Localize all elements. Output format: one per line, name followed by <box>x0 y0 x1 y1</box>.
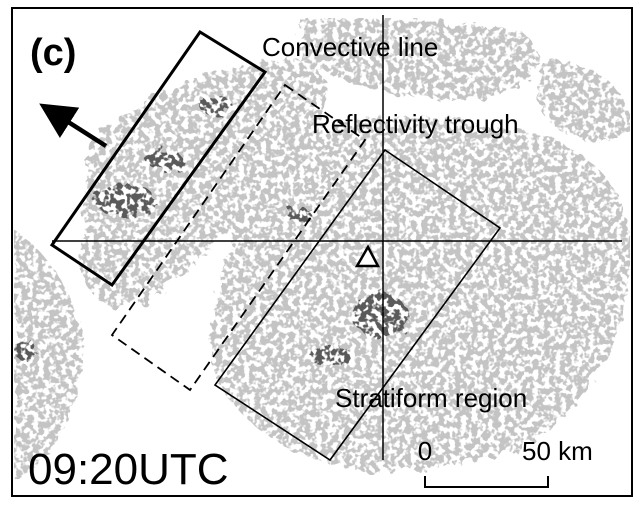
annotation: Convective line <box>262 32 438 62</box>
scale-start: 0 <box>418 436 432 466</box>
annotation: Stratiform region <box>335 383 527 413</box>
time-label: 09:20UTC <box>28 445 229 494</box>
scale-end: 50 km <box>522 436 593 466</box>
page: (c) Convective line Reflectivity trough … <box>0 0 640 506</box>
radar-figure: (c) Convective line Reflectivity trough … <box>0 0 640 506</box>
annotation: Reflectivity trough <box>312 109 519 139</box>
panel-label: (c) <box>30 32 76 74</box>
